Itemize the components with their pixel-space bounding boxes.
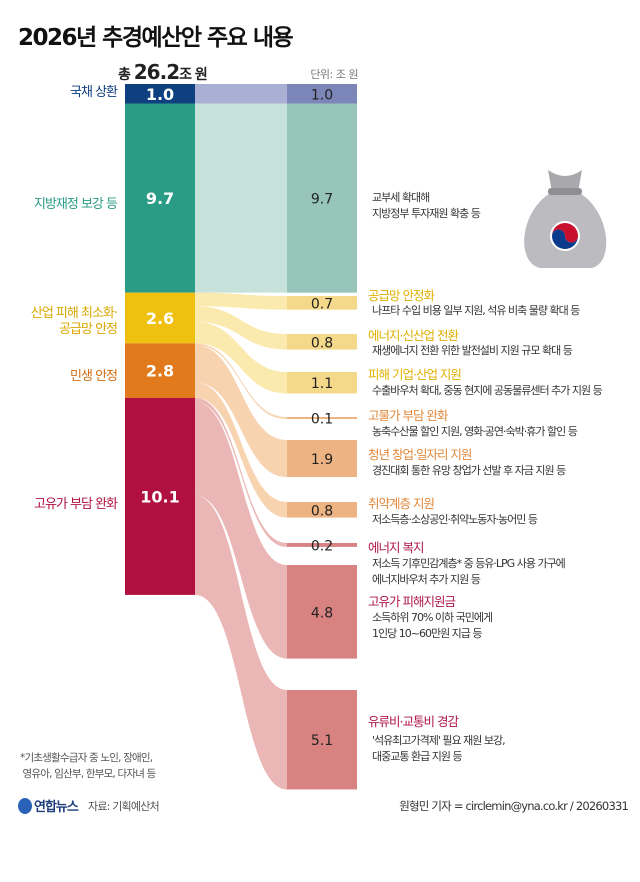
item-title: 공급망 안정화 xyxy=(368,288,435,303)
item-value: 4.8 xyxy=(311,605,333,621)
category-value: 1.0 xyxy=(146,85,174,104)
item-value: 0.8 xyxy=(311,503,333,519)
total-label: 총 26.2조 원 xyxy=(118,60,208,84)
item-bar xyxy=(287,334,357,350)
flow-link xyxy=(195,84,287,104)
category-bar xyxy=(125,84,195,104)
item-bar xyxy=(287,440,357,478)
source: 자료: 기획예산처 xyxy=(88,800,160,813)
category-bar xyxy=(125,292,195,344)
item-title: 청년 창업·일자리 지원 xyxy=(368,447,472,462)
logo: 연합뉴스 xyxy=(18,796,79,815)
money-bag-icon xyxy=(524,170,607,268)
item-value: 5.1 xyxy=(311,733,333,749)
item-title: 고물가 부담 완화 xyxy=(368,408,448,423)
item-value: 0.8 xyxy=(311,335,333,351)
page-title: 2026년 추경예산안 주요 내용 xyxy=(18,25,294,51)
item-description: 재생에너지 전환 위한 발전설비 지원 규모 확대 등 xyxy=(372,344,573,357)
flow-link xyxy=(195,495,287,790)
item-value: 0.1 xyxy=(311,412,333,428)
flow-link xyxy=(195,292,287,310)
item-description: 경진대회 통한 유망 창업가 선발 후 자금 지원 등 xyxy=(372,464,566,477)
item-title: 고유가 피해지원금 xyxy=(368,594,456,609)
category-label: 국채 상환 xyxy=(70,85,118,100)
category-value: 2.6 xyxy=(146,309,174,328)
flow-link xyxy=(195,382,287,518)
unit-label: 단위: 조 원 xyxy=(310,68,358,81)
category-label: 산업 피해 최소화· 공급망 안정 xyxy=(30,306,118,337)
category-label: 민생 안정 xyxy=(70,369,118,384)
total-value: 26.2 xyxy=(133,60,180,84)
credit: 원형민 기자 = circlemin@yna.co.kr / 20260331 xyxy=(399,799,629,813)
category-bar xyxy=(125,397,195,595)
item-bar xyxy=(287,296,357,310)
item-title: 에너지·신산업 전환 xyxy=(368,328,459,343)
item-bar xyxy=(287,103,357,293)
flow-link xyxy=(195,397,287,547)
item-description: 저소득층·소상공인·취약노동자·농어민 등 xyxy=(372,513,538,526)
item-bar xyxy=(287,690,357,790)
category-label: 고유가 부담 완화 xyxy=(34,497,118,512)
logo-icon xyxy=(18,798,32,814)
category-value: 10.1 xyxy=(140,487,179,506)
flow-link xyxy=(195,401,287,659)
item-value: 0.7 xyxy=(311,296,333,312)
category-bar xyxy=(125,343,195,398)
category-bar xyxy=(125,103,195,293)
item-bar xyxy=(287,543,357,547)
item-value: 1.1 xyxy=(311,376,333,392)
item-title: 에너지 복지 xyxy=(368,540,424,555)
flow-link xyxy=(195,103,287,293)
flow-link xyxy=(195,321,287,394)
item-value: 9.7 xyxy=(311,192,333,208)
category-label: 지방재정 보강 등 xyxy=(34,197,118,212)
flow-link xyxy=(195,345,287,478)
item-value: 1.9 xyxy=(311,452,333,468)
item-description: 농축수산물 할인 지원, 영화·공연·숙박·휴가 할인 등 xyxy=(372,425,578,438)
item-bar xyxy=(287,372,357,394)
item-description: 나프타 수입 비용 일부 지원, 석유 비축 물량 확대 등 xyxy=(372,304,580,317)
category-value: 2.8 xyxy=(146,362,174,381)
flow-link xyxy=(195,343,287,419)
item-description: '석유최고가격제' 필요 재원 보강, 대중교통 환급 지원 등 xyxy=(372,734,506,763)
item-description: 저소득 기후민감계층* 중 등유·LPG 사용 가구에 에너지바우처 추가 지원… xyxy=(372,557,566,586)
item-title: 피해 기업·산업 지원 xyxy=(368,367,462,382)
item-description: 수출바우처 확대, 중동 현지에 공동물류센터 추가 지원 등 xyxy=(372,384,603,397)
item-value: 1.0 xyxy=(311,87,333,103)
item-bar xyxy=(287,565,357,659)
item-value: 0.2 xyxy=(311,538,333,554)
item-title: 취약계층 지원 xyxy=(368,496,435,511)
flow-link xyxy=(195,306,287,350)
item-description: 교부세 확대해 지방정부 투자재원 확충 등 xyxy=(372,191,481,220)
item-bar xyxy=(287,417,357,419)
footnote: *기초생활수급자 중 노인, 장애인, 영유아, 임산부, 한부모, 다자녀 등 xyxy=(20,752,156,780)
item-description: 소득하위 70% 이하 국민에게 1인당 10~60만원 지급 등 xyxy=(372,611,493,640)
item-bar xyxy=(287,84,357,104)
item-title: 유류비·교통비 경감 xyxy=(368,714,459,729)
item-bar xyxy=(287,502,357,518)
category-value: 9.7 xyxy=(146,189,174,208)
